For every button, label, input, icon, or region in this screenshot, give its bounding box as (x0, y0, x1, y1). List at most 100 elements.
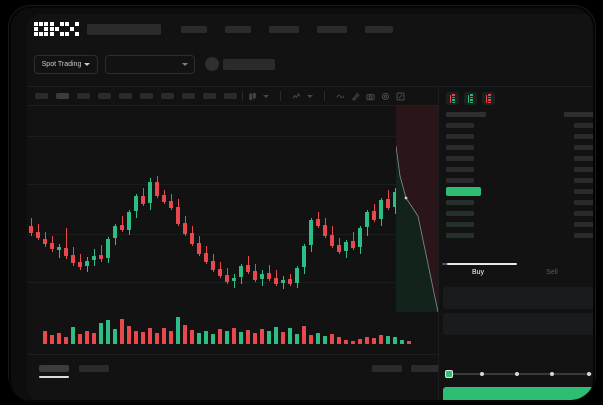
orderbook-mode-sell[interactable] (482, 92, 495, 105)
price-input[interactable] (443, 287, 595, 309)
volume-bar (43, 331, 47, 344)
candle-body (134, 196, 138, 211)
amount-input[interactable] (443, 313, 595, 335)
volume-bar (71, 327, 75, 344)
chevron-down-icon (182, 63, 188, 66)
toolbar-divider (242, 91, 243, 101)
timeframe-4[interactable] (98, 93, 111, 99)
volume-bar (176, 317, 180, 344)
submit-buy-button[interactable] (443, 387, 595, 400)
volume-bar (232, 328, 236, 344)
bottom-action-1[interactable] (372, 365, 402, 372)
timeframe-7[interactable] (161, 93, 174, 99)
tab-order-history[interactable] (79, 365, 109, 372)
orderbook-buy-row[interactable] (439, 219, 595, 230)
pencil-icon[interactable] (351, 92, 360, 101)
volume-bar (260, 329, 264, 344)
orderbook-buy-row[interactable] (439, 197, 595, 208)
chevron-down-icon[interactable] (263, 94, 269, 98)
chevron-down-icon-2[interactable] (307, 94, 313, 98)
pair-select-dropdown[interactable] (105, 55, 195, 74)
candle-body (302, 246, 306, 267)
orderbook-mode-both[interactable] (446, 92, 459, 105)
orderbook-sell-row[interactable] (439, 120, 595, 131)
nav-item-3[interactable] (269, 25, 299, 33)
price-chart[interactable] (27, 106, 438, 354)
orderbook-sell-row[interactable] (439, 153, 595, 164)
chevron-down-icon (84, 63, 91, 66)
timeframe-2[interactable] (56, 93, 69, 99)
bottom-action-2[interactable] (411, 365, 441, 372)
orderbook-buy-row[interactable] (439, 230, 595, 241)
amount-slider-track[interactable] (448, 373, 592, 375)
volume-bar (281, 332, 285, 344)
nav-item-5[interactable] (365, 25, 393, 33)
volume-bar (141, 332, 145, 344)
orderbook-price (446, 178, 474, 183)
volume-bar (358, 339, 362, 344)
candle-body (295, 268, 299, 283)
orderbook-amount (574, 167, 595, 172)
orderbook-sell-row[interactable] (439, 164, 595, 175)
orderbook-sell-row[interactable] (439, 142, 595, 153)
orderbook-sell-row[interactable] (439, 131, 595, 142)
candles-icon[interactable] (248, 92, 257, 101)
orderbook-amount (574, 145, 595, 150)
okx-logo[interactable] (34, 22, 79, 36)
volume-bar (197, 333, 201, 344)
candle-body (176, 207, 180, 224)
orderbook-amount (574, 211, 595, 216)
nav-item-2[interactable] (225, 25, 251, 33)
nav-item-1[interactable] (181, 25, 207, 33)
candle-body (330, 235, 334, 246)
okx-logo-glyph-2 (49, 22, 64, 36)
orderbook-price (446, 134, 474, 139)
order-side-tabs: Buy Sell (443, 263, 595, 285)
volume-bar (344, 340, 348, 344)
orderbook-price (446, 167, 474, 172)
candle-body (246, 265, 250, 272)
timeframe-10[interactable] (224, 93, 237, 99)
tab-open-orders[interactable] (39, 365, 69, 372)
indicators-icon[interactable] (292, 92, 301, 101)
nav-item-4[interactable] (317, 25, 347, 33)
orderbook-price (446, 123, 474, 128)
slider-step-25[interactable] (480, 372, 484, 376)
candle-body (141, 196, 145, 204)
market-type-dropdown[interactable]: Spot Trading (34, 55, 98, 74)
line-chart-icon[interactable] (336, 92, 345, 101)
candle-body (365, 212, 369, 227)
amount-slider-handle[interactable] (445, 370, 453, 378)
volume-bar (134, 331, 138, 344)
candle-body (99, 255, 103, 259)
timeframe-5[interactable] (119, 93, 132, 99)
tab-buy[interactable]: Buy (471, 269, 485, 276)
timeframe-6[interactable] (140, 93, 153, 99)
orderbook-price (446, 112, 486, 117)
tab-sell[interactable]: Sell (546, 269, 558, 276)
candle-body (372, 211, 376, 220)
candle-body (274, 278, 278, 284)
volume-bar (246, 330, 250, 344)
orderbook-buy-row[interactable] (439, 208, 595, 219)
timeframe-8[interactable] (182, 93, 195, 99)
slider-step-75[interactable] (550, 372, 554, 376)
orderbook-amount (574, 233, 595, 238)
slider-step-50[interactable] (515, 372, 519, 376)
timeframe-1[interactable] (35, 93, 48, 99)
camera-icon[interactable] (366, 92, 375, 101)
orderbook-sell-row[interactable] (439, 175, 595, 186)
orderbook-mode-buy[interactable] (464, 92, 477, 105)
timeframe-9[interactable] (203, 93, 216, 99)
volume-bar (337, 337, 341, 344)
orderbook-list[interactable] (439, 109, 595, 241)
settings-icon[interactable] (381, 92, 390, 101)
depth-chart-overlay (396, 106, 438, 312)
timeframe-3[interactable] (77, 93, 90, 99)
global-search-input[interactable] (87, 23, 161, 35)
volume-bar (57, 333, 61, 344)
slider-step-100[interactable] (587, 372, 591, 376)
fullscreen-icon[interactable] (396, 92, 405, 101)
volume-bar (351, 341, 355, 344)
candle-body (309, 220, 313, 245)
